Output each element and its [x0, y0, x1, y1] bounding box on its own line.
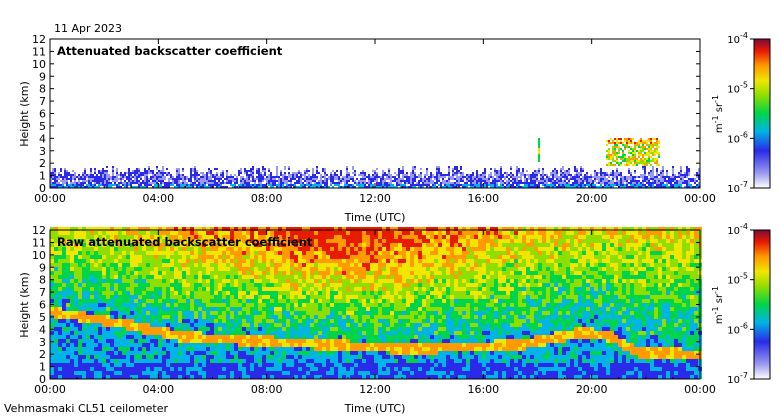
y-tick-label: 8 [39, 274, 46, 287]
y-tick-label: 7 [39, 95, 46, 108]
colorbar-ticks: 10-7 10-6 10-5 10-4 [727, 222, 754, 386]
colorbar-tick-label: 10-6 [727, 130, 748, 145]
y-tick-label: 1 [39, 361, 46, 374]
y-tick-label: 9 [39, 261, 46, 274]
x-axis-label: Time (UTC) [344, 402, 406, 415]
x-tick-label: 16:00 [467, 192, 499, 205]
x-tick-label: 00:00 [34, 192, 66, 205]
date-label: 11 Apr 2023 [54, 22, 122, 35]
y-tick-label: 10 [32, 58, 46, 71]
y-tick-label: 4 [39, 323, 46, 336]
y-tick-label: 6 [39, 299, 46, 312]
y-tick-label: 4 [39, 132, 46, 145]
y-tick-label: 8 [39, 83, 46, 96]
x-tick-label: 00:00 [684, 383, 716, 396]
colorbar-tick-label: 10-7 [727, 371, 748, 386]
colorbar-ticks: 10-7 10-6 10-5 10-4 [727, 31, 754, 195]
colorbar-unit: m-1 sr-1 [711, 286, 725, 324]
x-tick-label: 00:00 [684, 192, 716, 205]
x-tick-label: 12:00 [359, 192, 391, 205]
y-tick-label: 11 [32, 236, 46, 249]
panel-raw: Raw attenuated backscatter coefficient 0… [18, 222, 771, 415]
colorbar-tick-label: 10-4 [727, 31, 748, 46]
x-tick-label: 04:00 [142, 192, 174, 205]
y-tick-label: 6 [39, 108, 46, 121]
x-tick-label: 20:00 [576, 192, 608, 205]
y-tick-label: 2 [39, 348, 46, 361]
x-tick-label: 20:00 [576, 383, 608, 396]
colorbar-tick-label: 10-6 [727, 321, 748, 336]
x-tick-label: 00:00 [34, 383, 66, 396]
panel-attenuated: Attenuated backscatter coefficient 01234… [18, 31, 771, 224]
heatmap-raw [50, 227, 702, 379]
y-tick-label: 9 [39, 70, 46, 83]
y-tick-label: 2 [39, 157, 46, 170]
y-tick-label: 11 [32, 45, 46, 58]
y-tick-label: 0 [39, 182, 46, 195]
colorbar-tick-label: 10-5 [727, 81, 748, 96]
y-axis-label: Height (km) [18, 272, 31, 338]
x-tick-label: 16:00 [467, 383, 499, 396]
panel-title: Raw attenuated backscatter coefficient [57, 235, 313, 249]
x-tick-label: 04:00 [142, 383, 174, 396]
y-tick-label: 12 [32, 224, 46, 237]
colorbar-unit: m-1 sr-1 [711, 95, 725, 133]
y-tick-label: 5 [39, 311, 46, 324]
y-tick-label: 7 [39, 286, 46, 299]
x-tick-label: 12:00 [359, 383, 391, 396]
y-tick-label: 1 [39, 170, 46, 183]
footer-label: Vehmasmaki CL51 ceilometer [4, 402, 169, 415]
panel-title: Attenuated backscatter coefficient [57, 44, 283, 58]
y-tick-label: 3 [39, 145, 46, 158]
x-tick-label: 08:00 [251, 383, 283, 396]
x-tick-label: 08:00 [251, 192, 283, 205]
heatmap-attenuated [50, 138, 700, 188]
y-tick-label: 10 [32, 249, 46, 262]
y-tick-label: 12 [32, 33, 46, 46]
colorbar: 10-7 10-6 10-5 10-4 m-1 sr-1 [711, 222, 771, 386]
colorbar: 10-7 10-6 10-5 10-4 m-1 sr-1 [711, 31, 771, 195]
colorbar-tick-label: 10-7 [727, 180, 748, 195]
y-axis-label: Height (km) [18, 81, 31, 147]
y-tick-label: 0 [39, 373, 46, 386]
colorbar-scale [753, 229, 771, 380]
colorbar-tick-label: 10-4 [727, 222, 748, 237]
x-axis-label: Time (UTC) [344, 211, 406, 224]
plot-frame [49, 38, 701, 189]
colorbar-tick-label: 10-5 [727, 272, 748, 287]
y-tick-label: 3 [39, 336, 46, 349]
x-axis: 00:00 04:00 08:00 12:00 16:00 20:00 00:00 [34, 230, 716, 396]
x-axis: 00:00 04:00 08:00 12:00 16:00 20:00 00:00 [34, 39, 716, 205]
y-tick-label: 5 [39, 120, 46, 133]
colorbar-scale [753, 38, 771, 189]
